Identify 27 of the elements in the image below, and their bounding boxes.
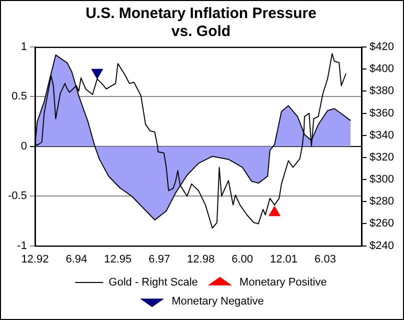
y2-tick-label: $320 — [370, 151, 394, 164]
y2-tick-label: $240 — [370, 240, 394, 252]
x-tick-label: 6.94 — [66, 253, 88, 266]
x-tick-label: 6.97 — [148, 253, 170, 266]
x-tick-label: 12.01 — [270, 253, 298, 266]
y2-tick-label: $380 — [370, 85, 394, 98]
y2-tick-label: $400 — [370, 63, 394, 76]
y-tick-label: -1 — [17, 240, 27, 252]
y-tick-label: 0 — [20, 140, 27, 152]
x-tick-label: 12.95 — [104, 253, 132, 266]
x-tick-label: 6.03 — [314, 253, 336, 266]
y2-tick-label: $360 — [370, 107, 394, 120]
y2-tick-label: $300 — [370, 174, 394, 186]
x-tick-label: 12.92 — [21, 253, 49, 266]
x-tick-label: 12.98 — [187, 253, 215, 266]
x-tick-label: 6.00 — [232, 253, 254, 266]
legend-label: Monetary Negative — [172, 296, 264, 308]
y2-tick-label: $420 — [370, 41, 394, 54]
chart-title: U.S. Monetary Inflation Pressure vs. Gold — [86, 5, 316, 40]
y2-tick-label: $340 — [370, 129, 394, 142]
y2-tick-label: $280 — [370, 196, 394, 208]
legend-label: Monetary Positive — [239, 276, 327, 289]
y2-tick-label: $260 — [370, 218, 394, 230]
legend-label: Gold - Right Scale — [108, 276, 198, 289]
y-tick-label: 0.5 — [12, 90, 27, 103]
y-tick-label: 1 — [20, 41, 27, 54]
y-tick-label: -0.5 — [8, 190, 27, 202]
